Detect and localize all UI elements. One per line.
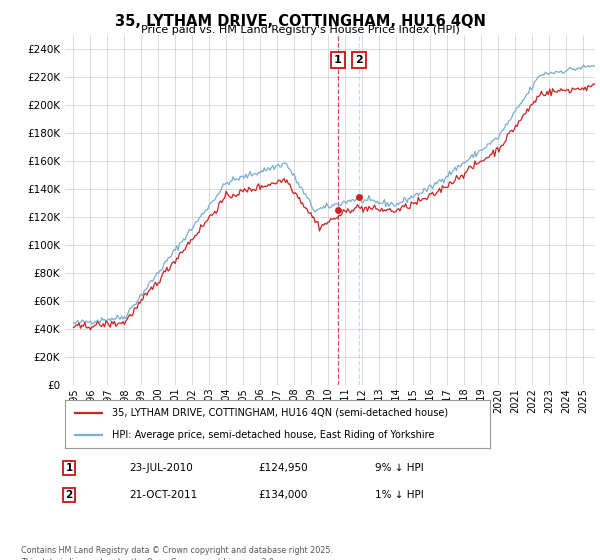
Text: 23-JUL-2010: 23-JUL-2010 <box>129 463 193 473</box>
Text: 1: 1 <box>334 55 341 65</box>
Text: HPI: Average price, semi-detached house, East Riding of Yorkshire: HPI: Average price, semi-detached house,… <box>112 430 434 440</box>
Text: 35, LYTHAM DRIVE, COTTINGHAM, HU16 4QN (semi-detached house): 35, LYTHAM DRIVE, COTTINGHAM, HU16 4QN (… <box>112 408 448 418</box>
Text: 21-OCT-2011: 21-OCT-2011 <box>129 490 197 500</box>
Text: 1: 1 <box>65 463 73 473</box>
Text: 9% ↓ HPI: 9% ↓ HPI <box>375 463 424 473</box>
Text: 2: 2 <box>355 55 363 65</box>
Text: 1% ↓ HPI: 1% ↓ HPI <box>375 490 424 500</box>
Text: Price paid vs. HM Land Registry's House Price Index (HPI): Price paid vs. HM Land Registry's House … <box>140 25 460 35</box>
Text: £124,950: £124,950 <box>258 463 308 473</box>
Text: 35, LYTHAM DRIVE, COTTINGHAM, HU16 4QN: 35, LYTHAM DRIVE, COTTINGHAM, HU16 4QN <box>115 14 485 29</box>
Text: Contains HM Land Registry data © Crown copyright and database right 2025.
This d: Contains HM Land Registry data © Crown c… <box>21 546 333 560</box>
Text: 2: 2 <box>65 490 73 500</box>
Text: £134,000: £134,000 <box>258 490 307 500</box>
